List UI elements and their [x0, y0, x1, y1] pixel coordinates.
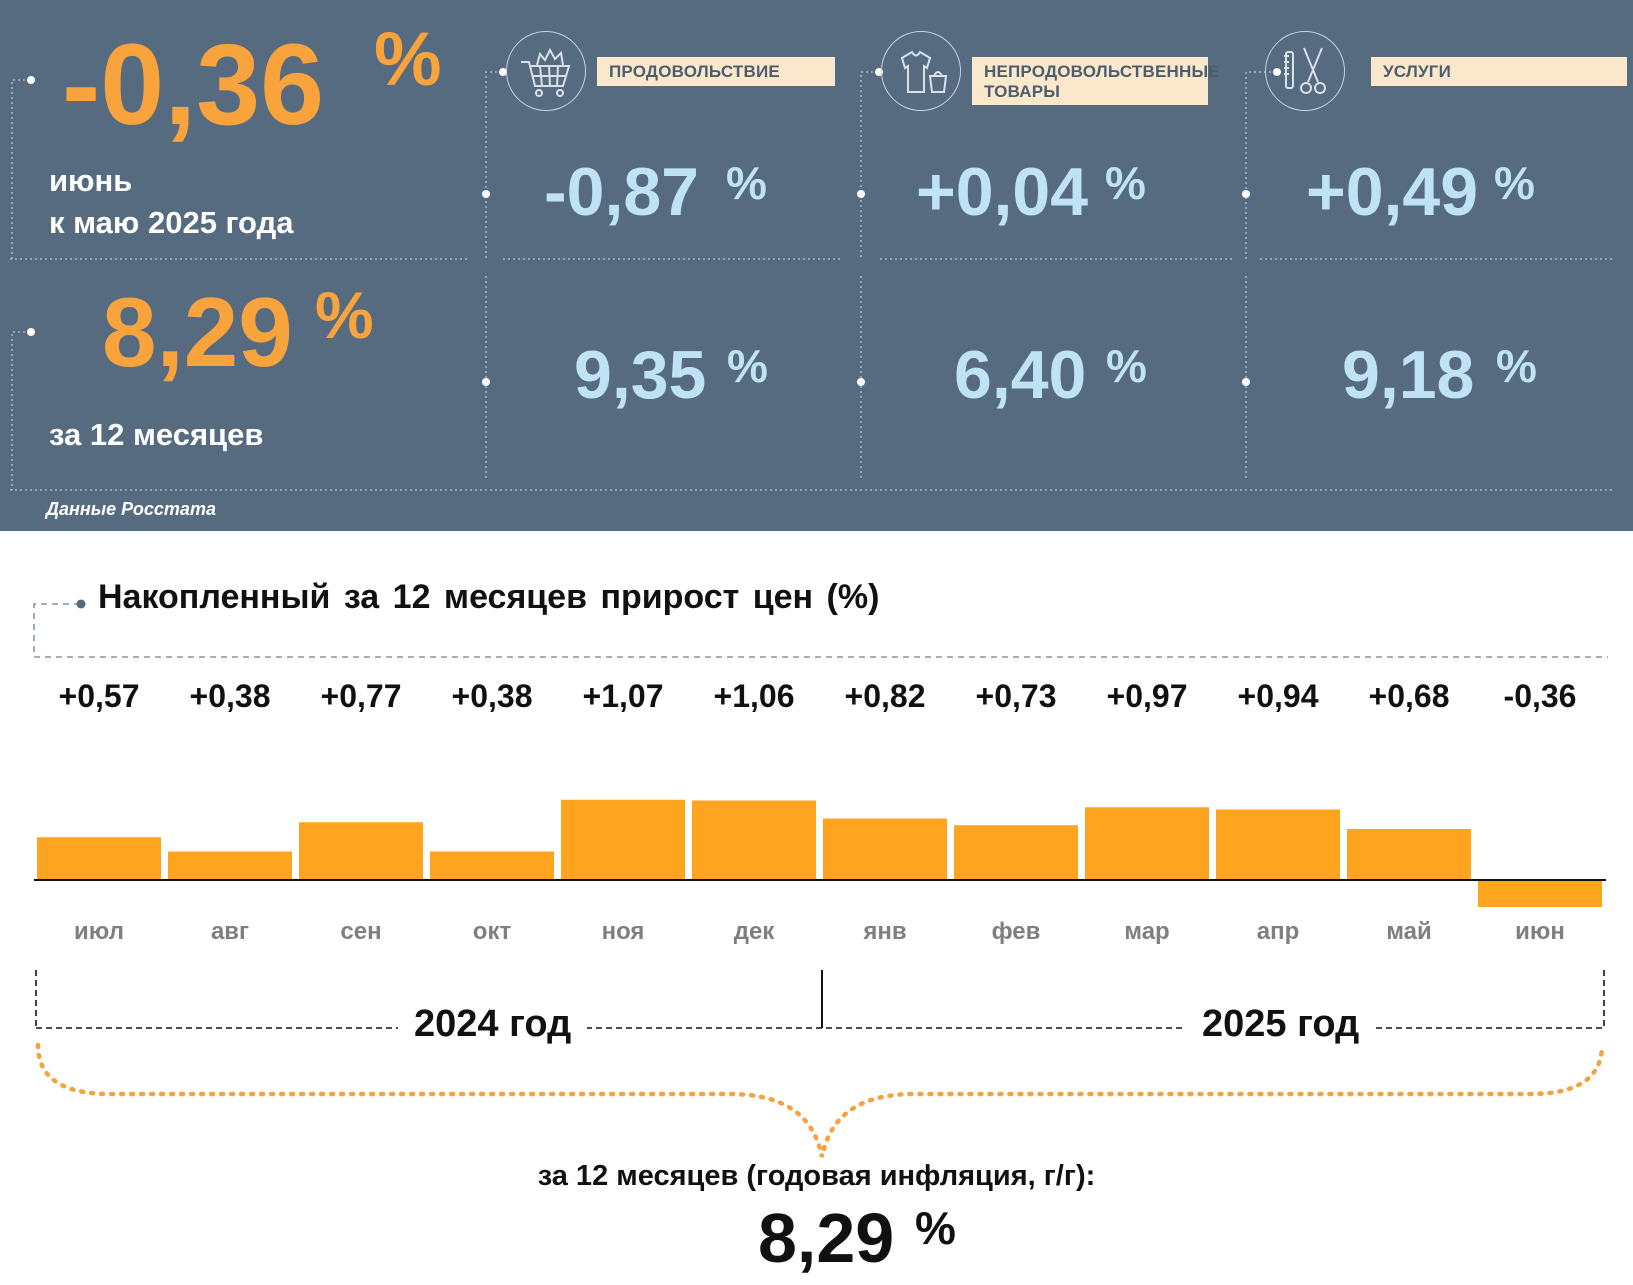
- services-annual-unit: %: [1496, 340, 1537, 392]
- bar-дек: [692, 800, 816, 880]
- category-label-services: УСЛУГИ: [1371, 57, 1627, 86]
- bar-фев: [954, 825, 1078, 880]
- scissors-comb-icon: [1265, 31, 1345, 111]
- bar-июл: [37, 837, 161, 880]
- food-annual-unit: %: [727, 340, 768, 392]
- year-label-2024: 2024 год: [398, 1003, 588, 1046]
- marker-dot: [482, 190, 490, 198]
- month-label: авг: [210, 918, 250, 945]
- month-label: янв: [863, 918, 907, 945]
- marker-dot: [499, 68, 507, 76]
- bar-value-label: +0,82: [844, 678, 926, 714]
- marker-dot: [1242, 378, 1250, 386]
- nonfood-monthly-unit: %: [1105, 157, 1146, 209]
- monthly-value: -0,36: [62, 21, 325, 149]
- month-label: сен: [340, 918, 382, 945]
- bar-value-label: +0,94: [1237, 678, 1319, 714]
- month-label: окт: [472, 918, 512, 945]
- annual-value: 8,29: [102, 277, 293, 387]
- bar-value-label: +0,57: [58, 678, 140, 714]
- food-monthly-unit: %: [726, 157, 767, 209]
- month-label: июл: [74, 918, 124, 945]
- category-label-nonfood: НЕПРОДОВОЛЬСТВЕННЫЕ ТОВАРЫ: [972, 57, 1220, 106]
- bar-value-label: +0,38: [451, 678, 533, 714]
- marker-dot: [27, 76, 35, 84]
- marker-dot: [857, 378, 865, 386]
- nonfood-annual-unit: %: [1106, 340, 1147, 392]
- shopping-cart-icon: [506, 31, 586, 111]
- chart-decor: [33, 599, 1608, 658]
- total-unit: %: [915, 1202, 956, 1254]
- bar-июн: [1478, 880, 1602, 907]
- bar-сен: [299, 822, 423, 880]
- source-note: Данные Росстата: [46, 499, 216, 519]
- food-monthly-value: -0,87: [544, 154, 699, 230]
- month-label: дек: [733, 918, 775, 945]
- category-label-food: ПРОДОВОЛЬСТВИЕ: [597, 57, 835, 86]
- month-label: апр: [1256, 918, 1300, 945]
- marker-dot: [1242, 190, 1250, 198]
- month-label: мар: [1124, 918, 1170, 945]
- bar-янв: [823, 818, 947, 880]
- services-annual-value: 9,18: [1342, 337, 1475, 413]
- bar-value-label: +0,77: [320, 678, 402, 714]
- bar-value-label: +0,73: [975, 678, 1057, 714]
- nonfood-annual-value: 6,40: [954, 337, 1087, 413]
- month-label: фев: [991, 918, 1041, 945]
- marker-dot: [857, 190, 865, 198]
- bar-май: [1347, 829, 1471, 880]
- marker-dot: [482, 378, 490, 386]
- bar-авг: [168, 851, 292, 880]
- summary-panel: -0,36 % июнь к маю 2025 года 8,29 % за 1…: [0, 0, 1633, 531]
- total-label: за 12 месяцев (годовая инфляция, г/г):: [537, 1160, 1096, 1192]
- year-label-2025: 2025 год: [1186, 1003, 1376, 1046]
- annual-period-label: за 12 месяцев: [49, 417, 264, 452]
- bar-окт: [430, 851, 554, 880]
- chart-title: Накопленный за 12 месяцев прирост цен (%…: [98, 578, 880, 616]
- bar-value-label: +1,06: [713, 678, 795, 714]
- monthly-unit: %: [374, 17, 442, 102]
- bar-ноя: [561, 799, 685, 880]
- bar-апр: [1216, 809, 1340, 880]
- monthly-period-line1: июнь: [49, 163, 133, 198]
- annual-unit: %: [315, 278, 374, 352]
- services-monthly-value: +0,49: [1306, 154, 1479, 230]
- year-brackets: [35, 970, 1605, 1158]
- food-annual-value: 9,35: [574, 337, 707, 413]
- nonfood-monthly-value: +0,04: [916, 154, 1089, 230]
- month-label: июн: [1515, 918, 1565, 945]
- marker-dot: [875, 68, 883, 76]
- bar-value-label: +0,68: [1368, 678, 1450, 714]
- monthly-period-line2: к маю 2025 года: [49, 205, 294, 240]
- month-label: май: [1386, 918, 1432, 945]
- bar-value-label: +0,97: [1106, 678, 1188, 714]
- bar-value-label: +1,07: [582, 678, 664, 714]
- services-monthly-unit: %: [1494, 157, 1535, 209]
- marker-dot: [27, 328, 35, 336]
- bar-мар: [1085, 807, 1209, 880]
- clothing-icon: [881, 31, 961, 111]
- bar-chart: [34, 799, 1606, 907]
- total-value: 8,29: [758, 1199, 895, 1277]
- month-label: ноя: [601, 918, 645, 945]
- category-label-nonfood-text: НЕПРОДОВОЛЬСТВЕННЫЕ ТОВАРЫ: [984, 62, 1220, 101]
- bar-value-label: +0,38: [189, 678, 271, 714]
- bar-value-label: -0,36: [1503, 678, 1577, 714]
